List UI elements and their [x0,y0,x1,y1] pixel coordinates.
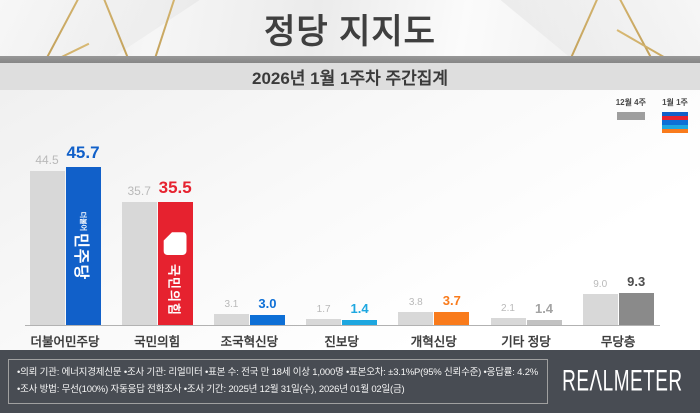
category-label: 무당층 [600,335,636,349]
survey-line-2: •조사 방법: 무선(100%) 자동응답 전화조사 •조사 기간: 2025년… [17,383,405,395]
current-value-label: 35.5 [158,178,192,198]
bar-pair: 2.1 1.4 [490,301,562,325]
current-value-label: 3.7 [442,293,461,309]
previous-value-label: 3.1 [224,299,239,311]
current-week-bar: 9.3 [618,274,654,325]
bar-group: 44.5 45.7 더불어 민주당 더불어민주당 [29,90,101,349]
category-label: 조국혁신당 [220,335,279,349]
legend-stripe [662,124,688,129]
bar-pair: 44.5 45.7 더불어 민주당 [29,143,101,325]
category-label: 국민의힘 [134,335,181,349]
bar-pair: 3.8 3.7 [398,293,470,325]
ppp-logo-symbol [163,232,187,256]
category-label: 개혁신당 [410,335,457,349]
bar-group: 35.7 35.5 국민의힘 국민의힘 [121,90,193,349]
survey-methodology-box: •의뢰 기관: 에너지경제신문 •조사 기관: 리얼미터 •표본 수: 전국 만… [8,359,548,404]
bar-pair: 1.7 1.4 [306,301,378,325]
previous-week-bar: 3.8 [398,297,434,325]
survey-line-1: •의뢰 기관: 에너지경제신문 •조사 기관: 리얼미터 •표본 수: 전국 만… [17,367,539,378]
category-label: 더불어민주당 [30,335,100,349]
current-week-bar: 35.5 국민의힘 [157,178,193,325]
bar-group: 3.1 3.0 조국혁신당 [213,90,285,349]
bar-pair: 9.0 9.3 [582,274,654,325]
previous-value-label: 3.8 [408,296,423,308]
current-value-label: 3.0 [258,295,277,311]
previous-value-label: 35.7 [127,183,151,198]
bar-group: 9.0 9.3 무당층 [582,90,654,349]
bar-group: 2.1 1.4 기타 정당 [490,90,562,349]
previous-value-label: 1.7 [316,304,331,316]
page-title: 정당 지지도 [264,13,436,51]
previous-value-label: 44.5 [35,153,59,168]
current-value-label: 9.3 [627,273,646,289]
legend-label-previous: 12월 4주 [615,98,646,107]
header-divider [0,56,700,63]
footer: •의뢰 기관: 에너지경제신문 •조사 기관: 리얼미터 •표본 수: 전국 만… [0,350,700,413]
current-week-bar: 1.4 [526,301,562,325]
previous-week-bar: 9.0 [582,279,618,325]
legend-item-previous-week: 12월 4주 [616,97,646,120]
previous-week-bar: 2.1 [490,303,526,325]
previous-week-bar: 44.5 [29,153,65,325]
current-week-bar: 3.0 [249,296,285,325]
bar-pair: 3.1 3.0 [213,296,285,325]
bar-groups: 44.5 45.7 더불어 민주당 더불어민주당 35.7 35.5 국민의힘 국민의힘 3.1 3… [0,90,700,350]
category-label: 기타 정당 [501,335,551,349]
legend-label-current: 1월 1주 [662,98,688,107]
bar-group: 3.8 3.7 개혁신당 [398,90,470,349]
previous-value-label: 2.1 [501,302,515,314]
current-value-label: 1.4 [534,301,554,317]
legend: 12월 4주 1월 1주 [616,97,688,133]
current-value-label: 1.4 [350,301,369,317]
previous-value-label: 9.0 [593,278,608,290]
bar-group: 1.7 1.4 진보당 [306,90,378,349]
realmeter-logo: REΛLMETER [562,364,683,398]
ppp-logo-text: 국민의힘 [166,264,182,317]
legend-stripe [662,128,688,133]
previous-week-bar: 35.7 [121,184,157,325]
subtitle-text: 2026년 1월 1주차 주간집계 [251,69,449,88]
minjoo-logo-big-text: 민주당 [72,233,89,281]
subtitle-band: 2026년 1월 1주차 주간집계 [0,63,700,90]
header: 정당 지지도 [0,0,700,56]
previous-week-bar: 3.1 [213,299,249,325]
previous-week-bar: 1.7 [306,304,342,325]
current-value-label: 45.7 [66,143,100,162]
category-label: 진보당 [324,335,359,349]
axis-baseline [25,325,660,326]
minjoo-logo-small-text: 더불어 [79,211,86,232]
legend-item-current-week: 1월 1주 [662,97,688,133]
chart-area: 12월 4주 1월 1주 44.5 45.7 더불어 민주당 더불어민주당 35.7 35.… [0,90,700,350]
current-week-bar: 3.7 [434,293,470,325]
legend-swatch-current [662,112,688,133]
bar-pair: 35.7 35.5 국민의힘 [121,178,193,325]
current-week-bar: 45.7 더불어 민주당 [65,143,101,325]
minjoo-party-logo: 더불어 민주당 [71,212,95,281]
legend-swatch-previous [616,112,645,120]
legend-stripe [662,120,688,125]
legend-stripe [662,112,688,117]
legend-stripe [662,116,688,121]
current-week-bar: 1.4 [342,301,378,325]
